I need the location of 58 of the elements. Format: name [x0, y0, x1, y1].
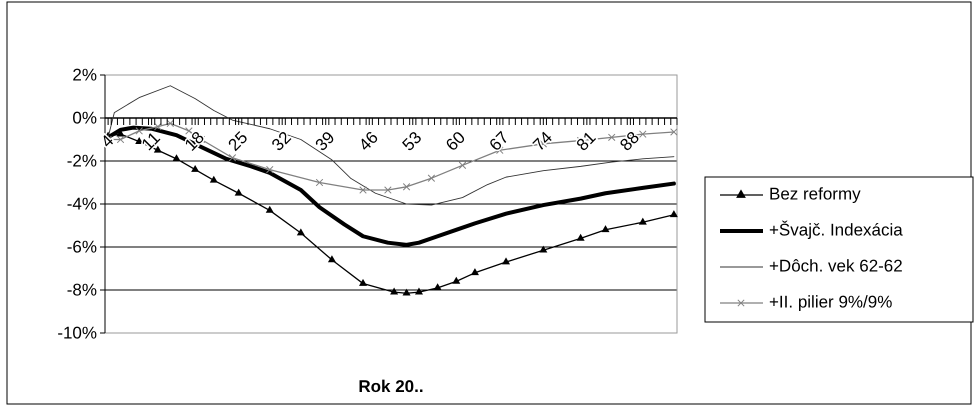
point — [452, 276, 460, 284]
point — [266, 166, 274, 174]
point — [670, 210, 678, 218]
point — [228, 154, 236, 162]
point — [601, 225, 610, 232]
point — [458, 162, 466, 170]
x-tick-label: 11 — [138, 128, 164, 154]
x-axis-title: Rok 20.. — [358, 377, 424, 396]
point — [166, 120, 174, 128]
legend-label: +Švajč. Indexácia — [769, 220, 904, 240]
point — [639, 130, 647, 138]
y-tick-label: -4% — [66, 194, 97, 214]
point — [670, 128, 678, 136]
legend-label: +II. pilier 9%/9% — [769, 292, 892, 312]
point — [154, 122, 162, 130]
point — [384, 186, 392, 194]
y-tick-label: -8% — [66, 280, 97, 300]
point — [539, 246, 548, 253]
point — [135, 127, 143, 135]
point — [266, 206, 274, 213]
x-tick-label: 32 — [268, 128, 295, 155]
x-tick-label: 74 — [529, 128, 556, 155]
point — [414, 288, 423, 294]
point — [328, 255, 336, 262]
point — [402, 288, 411, 296]
y-tick-label: 0% — [72, 108, 97, 128]
y-tick-label: -6% — [66, 237, 97, 256]
point — [191, 164, 200, 172]
x-tick-label: 25 — [224, 128, 252, 155]
point — [359, 278, 368, 286]
point — [576, 234, 585, 241]
y-tick-label: 2% — [72, 65, 97, 84]
point — [316, 178, 324, 186]
point — [359, 186, 367, 194]
point — [638, 218, 647, 225]
x-tick-label: 60 — [442, 128, 469, 155]
legend-label: +Dôch. vek 62-62 — [769, 256, 903, 276]
point — [234, 188, 243, 196]
point — [390, 288, 398, 294]
point — [210, 176, 218, 183]
x-tick-label: 81 — [572, 128, 600, 155]
point — [402, 183, 410, 191]
point — [116, 136, 124, 144]
point — [608, 134, 616, 142]
legend-label: Bez reformy — [769, 184, 862, 204]
x-tick-label: 67 — [486, 128, 512, 155]
point — [428, 174, 436, 182]
point — [502, 257, 510, 264]
point — [434, 283, 442, 290]
x-tick-label: 39 — [312, 128, 338, 155]
y-tick-label: -10% — [57, 323, 97, 342]
x-tick-label: 53 — [398, 128, 426, 155]
x-tick-label: 46 — [355, 128, 382, 155]
point — [172, 154, 181, 162]
x-tick-label: 88 — [616, 128, 644, 155]
y-tick-label: -2% — [66, 151, 97, 170]
point — [296, 228, 305, 236]
point — [470, 268, 479, 276]
